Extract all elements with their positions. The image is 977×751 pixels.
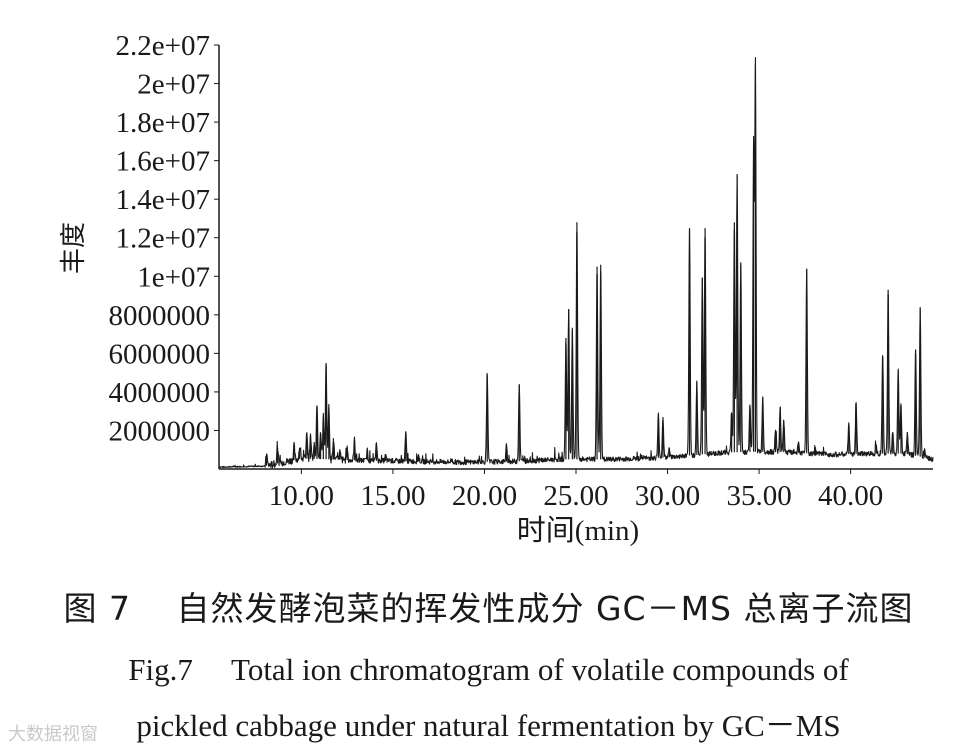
x-tick-label: 15.00 [360, 480, 425, 512]
x-tick-label: 30.00 [635, 480, 700, 512]
x-tick-label: 20.00 [452, 480, 517, 512]
x-tick-label: 10.00 [269, 480, 334, 512]
x-axis-label: 时间(min) [517, 514, 639, 547]
x-tick-label: 25.00 [543, 480, 608, 512]
x-tick-label: 40.00 [818, 480, 883, 512]
y-tick-label: 2e+07 [137, 69, 210, 101]
caption-chinese: 图 7 自然发酵泡菜的挥发性成分 GC－MS 总离子流图 [63, 589, 914, 628]
y-tick-label: 2000000 [109, 415, 211, 447]
y-tick-label: 1.6e+07 [116, 146, 210, 178]
y-axis-ticks: 2000000 4000000 6000000 8000000 1e+07 1.2e+07… [109, 30, 219, 447]
x-tick-label: 35.00 [726, 480, 791, 512]
plot-area [218, 57, 934, 469]
watermark: 大数据视窗 [8, 724, 98, 745]
y-axis-label: 丰度 [59, 222, 89, 274]
x-axis-ticks: 10.00 15.00 20.00 25.00 30.00 35.00 40.00 [269, 469, 883, 512]
tic-chart: 2000000 4000000 6000000 8000000 1e+07 1.2e+07… [59, 30, 934, 547]
y-tick-label: 2.2e+07 [116, 30, 210, 62]
y-tick-label: 8000000 [109, 300, 211, 332]
y-tick-label: 1.4e+07 [116, 184, 210, 216]
y-tick-label: 1.2e+07 [116, 223, 210, 255]
y-tick-label: 6000000 [109, 338, 211, 370]
caption-english-line-2: pickled cabbage under natural fermentati… [136, 708, 841, 743]
caption-english-line-1: Fig.7 Total ion chromatogram of volatile… [128, 652, 849, 687]
tic-series-line [218, 57, 934, 469]
y-tick-label: 1.8e+07 [116, 107, 210, 139]
y-tick-label: 1e+07 [137, 261, 210, 293]
y-tick-label: 4000000 [109, 377, 211, 409]
